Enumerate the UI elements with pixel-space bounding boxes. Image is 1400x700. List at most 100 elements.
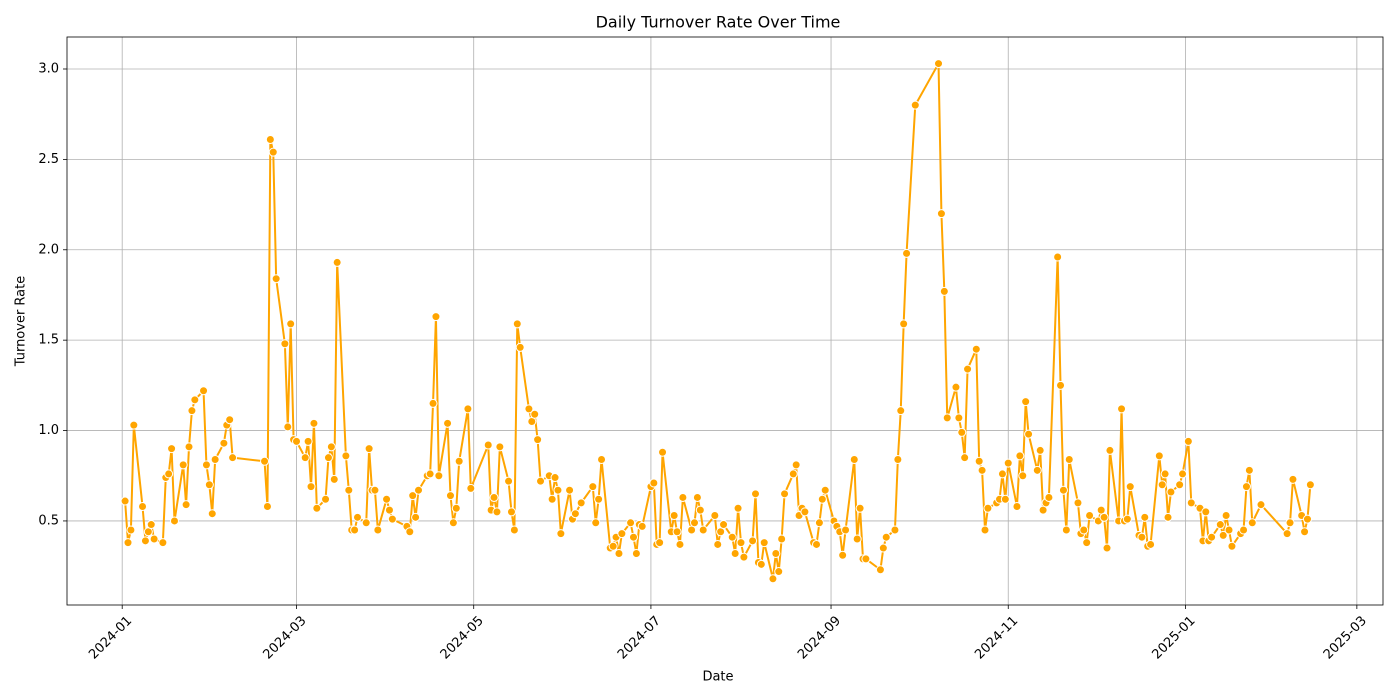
- x-tick-label: 2024-01: [86, 613, 135, 662]
- marker: [983, 503, 993, 513]
- marker: [748, 536, 758, 546]
- marker: [1157, 480, 1167, 490]
- marker: [149, 534, 159, 544]
- marker: [123, 538, 133, 548]
- marker: [184, 442, 194, 452]
- marker: [997, 469, 1007, 479]
- marker: [974, 456, 984, 466]
- marker: [692, 492, 702, 502]
- marker: [617, 529, 627, 539]
- marker: [777, 534, 787, 544]
- marker: [689, 518, 699, 528]
- marker: [597, 454, 607, 464]
- marker: [756, 559, 766, 569]
- marker: [565, 485, 575, 495]
- marker: [1288, 474, 1298, 484]
- marker: [852, 534, 862, 544]
- marker: [1015, 451, 1025, 461]
- marker: [524, 404, 534, 414]
- marker: [283, 422, 293, 432]
- plot-frame: [66, 36, 1384, 606]
- marker: [550, 473, 560, 483]
- marker: [881, 532, 891, 542]
- marker: [1061, 525, 1071, 535]
- y-tick-label: 1.5: [38, 333, 59, 348]
- marker: [515, 342, 525, 352]
- marker: [1305, 480, 1315, 490]
- y-tick-label: 2.5: [38, 152, 59, 167]
- marker: [1058, 485, 1068, 495]
- marker: [265, 135, 275, 145]
- marker: [332, 257, 342, 267]
- marker: [727, 532, 737, 542]
- marker: [344, 485, 354, 495]
- marker: [292, 436, 302, 446]
- x-tick-label: 2024-03: [261, 613, 310, 662]
- marker: [341, 451, 351, 461]
- marker: [1125, 482, 1135, 492]
- marker: [1175, 480, 1185, 490]
- marker: [190, 395, 200, 405]
- marker: [443, 418, 453, 428]
- x-tick-label: 2024-09: [795, 613, 844, 662]
- marker: [1186, 498, 1196, 508]
- marker: [800, 507, 810, 517]
- marker: [812, 539, 822, 549]
- marker: [658, 447, 668, 457]
- marker: [512, 319, 522, 329]
- marker: [1082, 538, 1092, 548]
- marker: [1073, 498, 1083, 508]
- marker: [739, 552, 749, 562]
- marker: [1215, 520, 1225, 530]
- marker: [1154, 451, 1164, 461]
- y-tick-label: 1.0: [38, 423, 59, 438]
- marker: [649, 478, 659, 488]
- marker: [1285, 518, 1295, 528]
- marker: [492, 507, 502, 517]
- marker: [504, 476, 514, 486]
- marker: [489, 492, 499, 502]
- marker: [771, 548, 781, 558]
- marker: [695, 505, 705, 515]
- marker: [536, 476, 546, 486]
- marker: [954, 413, 964, 423]
- marker: [1221, 511, 1231, 521]
- marker: [547, 494, 557, 504]
- marker: [158, 538, 168, 548]
- marker: [1207, 532, 1217, 542]
- marker: [271, 274, 281, 284]
- marker: [628, 532, 638, 542]
- marker: [370, 485, 380, 495]
- marker: [326, 442, 336, 452]
- marker: [364, 444, 374, 454]
- marker: [1160, 469, 1170, 479]
- marker: [1053, 252, 1063, 262]
- marker: [454, 456, 464, 466]
- marker: [1163, 512, 1173, 522]
- y-tick-label: 0.5: [38, 513, 59, 528]
- marker: [425, 469, 435, 479]
- marker: [1003, 458, 1013, 468]
- marker: [570, 509, 580, 519]
- marker: [329, 474, 339, 484]
- marker: [434, 471, 444, 481]
- marker: [466, 483, 476, 493]
- marker: [1024, 429, 1034, 439]
- marker: [1183, 436, 1193, 446]
- marker: [672, 527, 682, 537]
- marker: [553, 485, 563, 495]
- marker: [353, 512, 363, 522]
- marker: [260, 456, 270, 466]
- marker: [268, 147, 278, 157]
- marker: [129, 420, 139, 430]
- marker: [312, 503, 322, 513]
- marker: [980, 525, 990, 535]
- marker: [1302, 514, 1312, 524]
- marker: [323, 453, 333, 463]
- marker: [710, 511, 720, 521]
- marker: [350, 525, 360, 535]
- marker: [942, 413, 952, 423]
- marker: [1256, 500, 1266, 510]
- marker: [384, 505, 394, 515]
